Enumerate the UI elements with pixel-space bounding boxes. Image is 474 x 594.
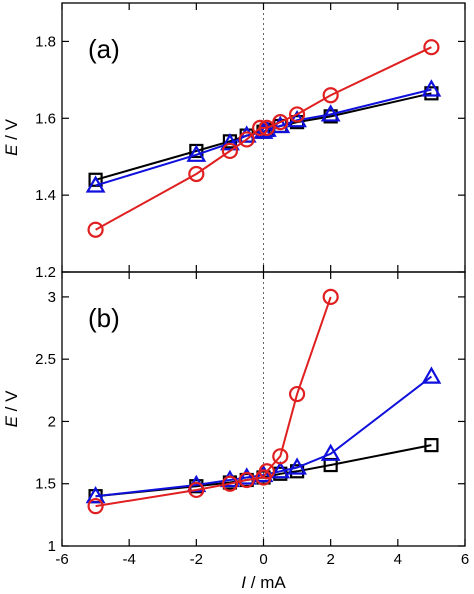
y-axis-unit: / V <box>2 118 21 144</box>
y-tick-label: 1.2 <box>35 264 56 281</box>
series-circle-point <box>188 165 205 183</box>
x-axis-symbol: I <box>241 573 246 592</box>
y-tick-label: 1.6 <box>35 110 56 127</box>
series-circle-point <box>272 448 289 465</box>
series-square-point <box>424 438 439 453</box>
series-triangle-point <box>421 79 442 97</box>
y-axis-symbol: E <box>2 144 21 156</box>
series-triangle-point <box>287 457 307 475</box>
series-circle-point <box>288 385 306 403</box>
series-circle-point <box>288 106 306 123</box>
series-triangle-point <box>85 175 106 193</box>
y-tick-label: 3 <box>48 289 56 306</box>
x-tick-label: 4 <box>394 551 402 568</box>
x-axis-title: I / mA <box>241 573 286 592</box>
series-circle-point <box>423 39 440 56</box>
series-circle-point <box>188 481 205 499</box>
series-triangle-line <box>95 375 433 498</box>
series-circle-point <box>258 119 275 136</box>
series-circle-point <box>221 475 239 492</box>
series-triangle-point <box>320 104 341 122</box>
series-triangle-point <box>186 144 207 162</box>
series-circle-point <box>322 87 339 104</box>
x-tick-label: -2 <box>190 551 203 568</box>
panel-a: 1.2 1.4 1.6 1.8 (a) E / V <box>2 2 466 281</box>
series-circle-point <box>322 288 339 306</box>
series-circle-point <box>252 119 269 136</box>
x-tick-label: 2 <box>326 551 334 568</box>
y-tick-label: 2.5 <box>35 351 56 368</box>
panel-label: (a) <box>88 34 120 64</box>
y-axis-title: E / V <box>2 118 21 156</box>
x-tick-label: -6 <box>55 551 68 568</box>
series-triangle-point <box>421 366 442 384</box>
series-circle-point <box>258 463 275 480</box>
x-tick-label: -4 <box>122 551 135 568</box>
y-axis-unit: / V <box>2 390 21 416</box>
y-tick-label: 1.8 <box>35 33 56 50</box>
series-triangle-point <box>236 467 257 485</box>
series-triangle-point <box>270 115 291 134</box>
panel-label: (b) <box>88 303 120 333</box>
series-circle-line <box>95 46 432 231</box>
series-triangle-line <box>95 88 432 187</box>
y-tick-label: 1 <box>48 538 56 555</box>
series-triangle-point <box>220 133 240 151</box>
series-circle-point <box>238 131 255 148</box>
panel-b: -6 -4 -2 0 2 4 6 1 1.5 2 2.5 3 (b) E / V I / mA <box>2 271 469 592</box>
series-circle-point <box>87 498 104 515</box>
series-circle-point <box>87 221 104 238</box>
series-triangle-point <box>85 485 106 504</box>
x-tick-label: 6 <box>461 551 469 568</box>
y-axis-symbol: E <box>2 415 21 427</box>
y-axis-title: E / V <box>2 390 21 428</box>
series-triangle-point <box>270 461 291 479</box>
series-circle-point <box>238 471 255 489</box>
series-circle-point <box>221 142 239 160</box>
y-tick-label: 1.5 <box>35 476 56 493</box>
y-tick-label: 2 <box>48 413 56 430</box>
x-axis-unit: / mA <box>246 573 286 592</box>
x-tick-label: 0 <box>259 551 267 568</box>
series-circle-point <box>272 114 289 131</box>
y-tick-label: 1.4 <box>35 187 56 204</box>
series-square-point <box>88 172 103 187</box>
series-triangle-point <box>320 443 341 461</box>
